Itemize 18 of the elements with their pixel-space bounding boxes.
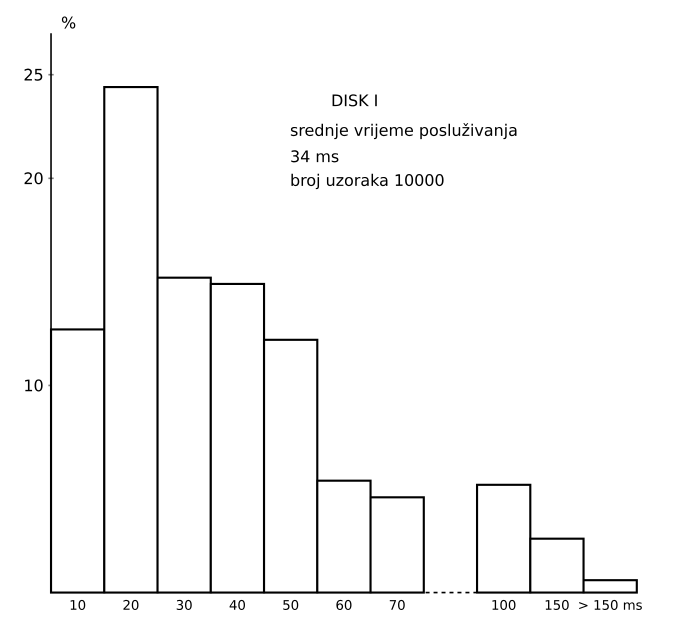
annotation: DISK I [332,94,377,106]
annotation: srednje vrijeme posluživanja [290,123,516,140]
annotation: broj uzoraka 10000 [291,174,444,190]
y-tick-label: 20 [24,172,43,184]
annotation: 34 ms [291,150,338,162]
x-tick-label: 60 [336,600,352,610]
x-tick-label: 30 [176,600,192,610]
y-tick-label: 10 [25,379,43,392]
y-axis-title: % [62,16,76,29]
x-tick-label: 70 [390,600,405,610]
x-tick-label: 20 [123,600,138,610]
x-tick-label: 150 [546,600,569,610]
x-tick-label: 50 [283,600,298,610]
x-tick-label: > 150 ms [579,600,642,610]
x-tick-label: 10 [70,600,86,610]
x-tick-label: 40 [230,600,245,610]
y-tick-label: 25 [24,68,42,81]
x-tick-label: 100 [492,600,516,610]
